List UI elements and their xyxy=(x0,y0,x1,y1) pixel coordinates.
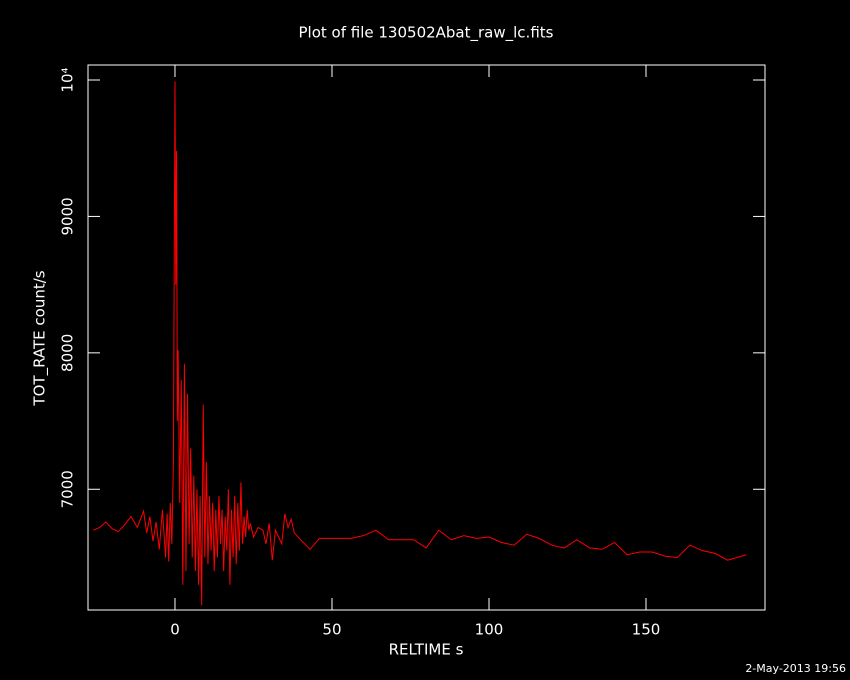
x-tick-label: 0 xyxy=(170,621,180,639)
footer: 2-May-2013 19:56 xyxy=(745,662,846,675)
x-axis-label: RELTIME s xyxy=(389,641,464,659)
x-tick-label: 100 xyxy=(475,621,504,639)
y-tick-label: 9000 xyxy=(59,197,77,235)
y-tick-label: 8000 xyxy=(59,334,77,372)
y-tick-label: 10⁴ xyxy=(59,67,77,92)
y-tick-label: 7000 xyxy=(59,470,77,508)
x-tick-label: 50 xyxy=(322,621,341,639)
data-line xyxy=(93,81,747,606)
plot-frame xyxy=(87,64,766,611)
x-tick-label: 150 xyxy=(632,621,661,639)
y-axis-label: TOT_RATE count/s xyxy=(31,270,50,406)
chart-title: Plot of file 130502Abat_raw_lc.fits xyxy=(299,24,554,43)
